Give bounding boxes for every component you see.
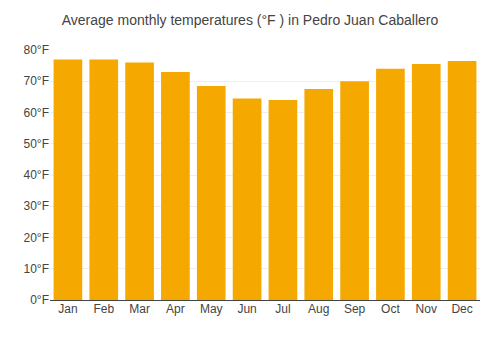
- svg-text:Mar: Mar: [129, 302, 150, 316]
- svg-text:Nov: Nov: [416, 302, 437, 316]
- svg-text:May: May: [200, 302, 223, 316]
- svg-text:20°F: 20°F: [24, 231, 49, 245]
- svg-text:Aug: Aug: [308, 302, 329, 316]
- svg-text:40°F: 40°F: [24, 168, 49, 182]
- svg-text:10°F: 10°F: [24, 262, 49, 276]
- svg-text:Apr: Apr: [166, 302, 185, 316]
- svg-text:70°F: 70°F: [24, 74, 49, 88]
- svg-text:30°F: 30°F: [24, 199, 49, 213]
- svg-text:Average monthly temperatures (: Average monthly temperatures (°F ) in Pe…: [62, 12, 439, 28]
- svg-text:Jun: Jun: [237, 302, 256, 316]
- svg-text:Jan: Jan: [58, 302, 77, 316]
- svg-text:Feb: Feb: [93, 302, 114, 316]
- svg-text:50°F: 50°F: [24, 137, 49, 151]
- svg-text:80°F: 80°F: [24, 43, 49, 57]
- svg-text:Jul: Jul: [275, 302, 290, 316]
- svg-text:Oct: Oct: [381, 302, 400, 316]
- svg-text:Sep: Sep: [344, 302, 366, 316]
- svg-text:0°F: 0°F: [30, 293, 49, 307]
- svg-text:Dec: Dec: [451, 302, 472, 316]
- svg-text:60°F: 60°F: [24, 106, 49, 120]
